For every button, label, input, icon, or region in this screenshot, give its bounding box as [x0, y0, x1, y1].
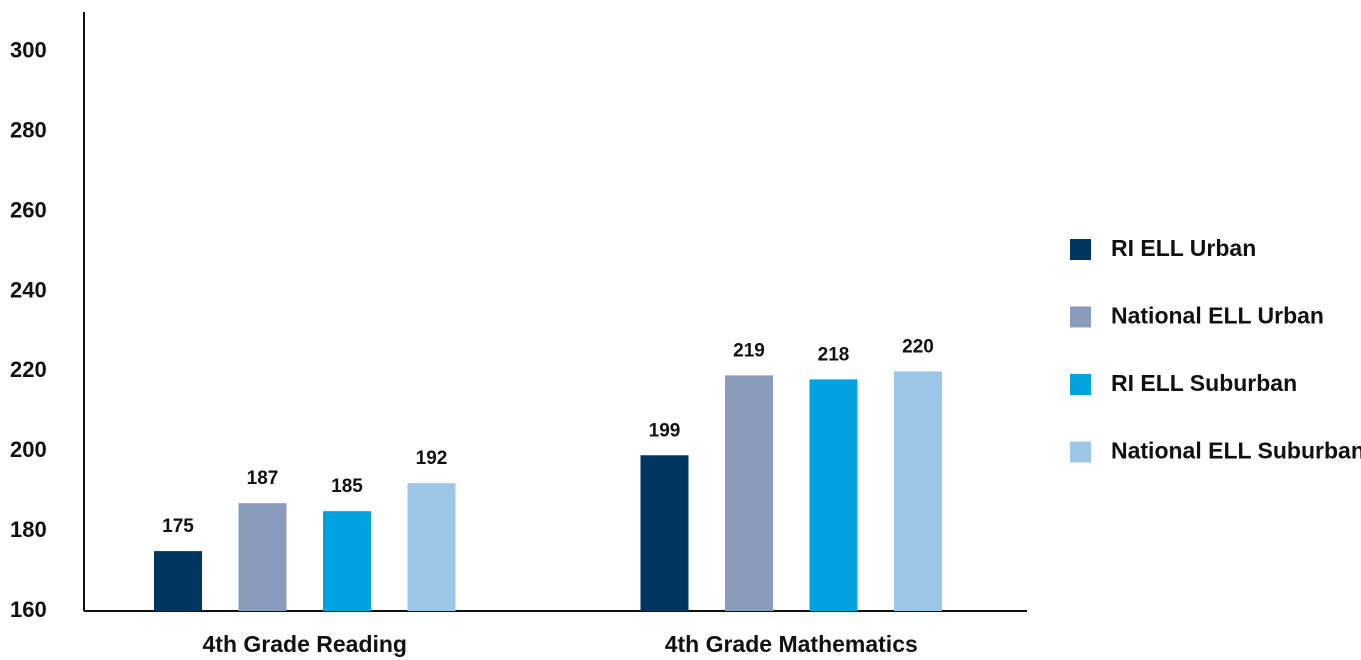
value-label: 185: [331, 476, 363, 497]
bar: [323, 511, 371, 611]
bar: [154, 551, 202, 611]
value-label: 175: [162, 516, 194, 537]
bar: [640, 455, 689, 611]
y-tick-label: 180: [10, 517, 47, 542]
legend-swatch: [1070, 239, 1091, 260]
x-tick-label: 4th Grade Mathematics: [665, 631, 918, 657]
bar: [407, 483, 456, 611]
y-tick-label: 240: [10, 277, 47, 302]
value-label: 218: [818, 344, 850, 365]
bar: [238, 503, 287, 611]
y-tick-label: 220: [10, 357, 47, 382]
legend-label: National ELL Suburban: [1111, 438, 1361, 464]
value-label: 199: [649, 420, 681, 441]
value-label: 187: [247, 468, 279, 489]
value-label: 192: [416, 448, 448, 469]
y-tick-label: 160: [10, 597, 47, 622]
bar: [894, 371, 942, 611]
y-tick-label: 200: [10, 437, 47, 462]
legend-swatch: [1070, 441, 1091, 463]
x-tick-label: 4th Grade Reading: [203, 631, 407, 657]
legend-label: RI ELL Urban: [1111, 235, 1256, 261]
legend-swatch: [1070, 374, 1091, 395]
legend-label: RI ELL Suburban: [1111, 370, 1297, 396]
bar: [809, 379, 858, 611]
y-tick-label: 300: [10, 38, 47, 63]
value-label: 219: [733, 340, 765, 361]
legend-swatch: [1070, 306, 1091, 328]
y-tick-label: 280: [10, 118, 47, 143]
value-label: 220: [902, 336, 934, 357]
y-tick-label: 260: [10, 197, 47, 222]
bar: [725, 375, 773, 611]
legend-label: National ELL Urban: [1111, 303, 1324, 329]
